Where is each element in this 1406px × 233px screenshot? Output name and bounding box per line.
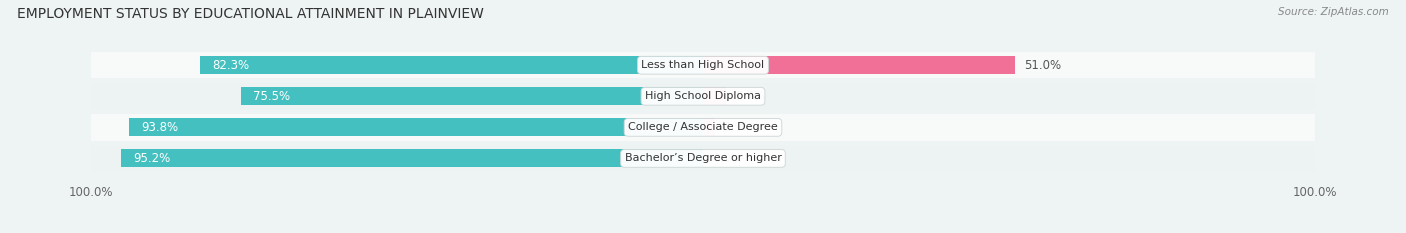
Text: Bachelor’s Degree or higher: Bachelor’s Degree or higher [624, 154, 782, 163]
Text: College / Associate Degree: College / Associate Degree [628, 122, 778, 132]
Text: 82.3%: 82.3% [212, 59, 249, 72]
Text: 93.8%: 93.8% [142, 121, 179, 134]
Text: 1.9%: 1.9% [724, 121, 754, 134]
Text: Source: ZipAtlas.com: Source: ZipAtlas.com [1278, 7, 1389, 17]
Bar [242, 87, 703, 105]
Text: 95.2%: 95.2% [134, 152, 170, 165]
Bar [703, 87, 725, 105]
Bar [91, 83, 1315, 110]
Text: 3.7%: 3.7% [735, 90, 765, 103]
Legend: In Labor Force, Unemployed: In Labor Force, Unemployed [593, 230, 813, 233]
Bar [703, 56, 1015, 74]
Bar [91, 52, 1315, 79]
Bar [91, 114, 1315, 140]
Text: 0.0%: 0.0% [713, 152, 742, 165]
Bar [129, 118, 703, 136]
Text: High School Diploma: High School Diploma [645, 91, 761, 101]
Bar [121, 149, 703, 168]
Text: Less than High School: Less than High School [641, 60, 765, 70]
Bar [200, 56, 703, 74]
Bar [91, 145, 1315, 172]
Text: 51.0%: 51.0% [1024, 59, 1062, 72]
Bar [703, 118, 714, 136]
Text: 75.5%: 75.5% [253, 90, 291, 103]
Text: EMPLOYMENT STATUS BY EDUCATIONAL ATTAINMENT IN PLAINVIEW: EMPLOYMENT STATUS BY EDUCATIONAL ATTAINM… [17, 7, 484, 21]
